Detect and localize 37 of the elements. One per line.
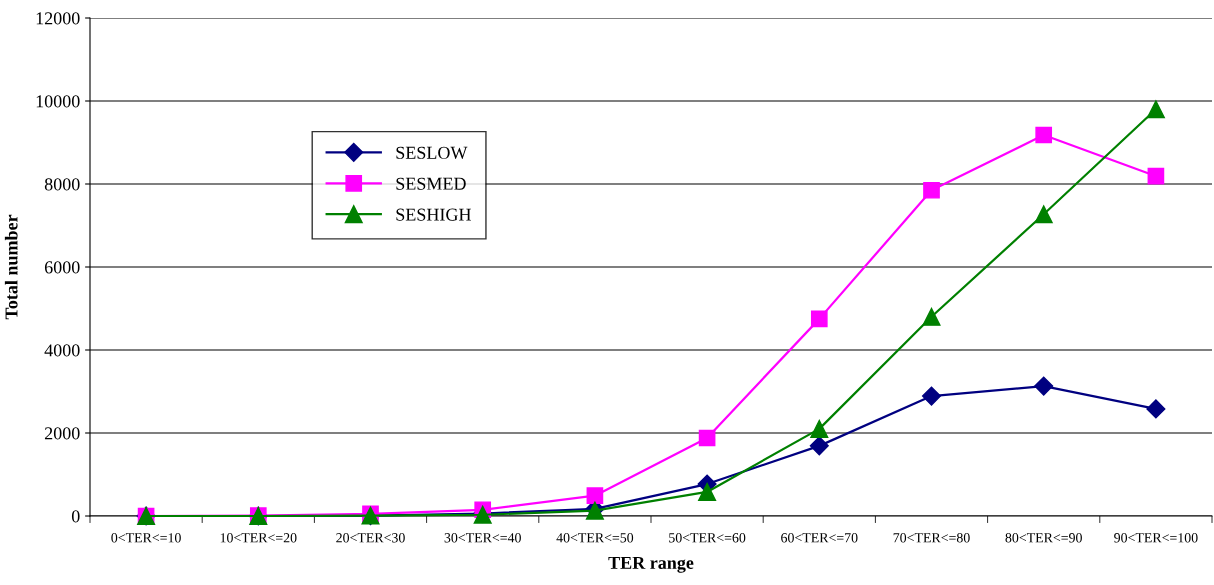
x-tick-label: 10<TER<=20: [220, 533, 297, 543]
x-tick-label: 30<TER<=40: [444, 533, 521, 543]
point: [921, 386, 942, 406]
x-tick-label: 70<TER<=80: [893, 533, 970, 543]
y-tick-label: 2000: [44, 427, 80, 440]
point: [586, 487, 604, 504]
point: [922, 307, 941, 326]
legend-label: SESHIGH: [396, 208, 471, 221]
point: [810, 310, 828, 328]
legend-label: SESLOW: [396, 146, 468, 159]
y-tick-label: 10000: [36, 95, 80, 108]
point: [1146, 100, 1165, 119]
x-tick-label: 90<TER<=100: [1114, 533, 1198, 543]
y-tick-label: 6000: [44, 261, 80, 274]
x-tick-label: 50<TER<=60: [669, 533, 746, 543]
x-tick-label: 40<TER<=50: [556, 533, 634, 543]
y-tick-label: 0: [71, 510, 80, 523]
point: [923, 181, 940, 199]
point: [1034, 205, 1053, 224]
y-tick-label: 12000: [36, 12, 80, 25]
x-tick-label: 20<TER<30: [336, 533, 405, 543]
y-tick-label: 4000: [44, 344, 80, 357]
x-tick-label: 80<TER<=90: [1005, 533, 1082, 543]
y-axis-title: Total number: [4, 214, 18, 320]
point: [698, 429, 716, 447]
point: [698, 482, 717, 501]
point: [810, 419, 829, 438]
point: [1147, 167, 1165, 185]
point: [1035, 126, 1053, 144]
point: [809, 436, 829, 456]
x-tick-label: 60<TER<=70: [781, 533, 858, 543]
y-tick-label: 8000: [44, 178, 80, 191]
point: [1034, 376, 1054, 396]
x-tick-label: 0<TER<=10: [111, 533, 181, 543]
point: [1146, 399, 1166, 419]
legend-label: SESMED: [396, 177, 466, 190]
x-axis-title: TER range: [608, 556, 694, 573]
